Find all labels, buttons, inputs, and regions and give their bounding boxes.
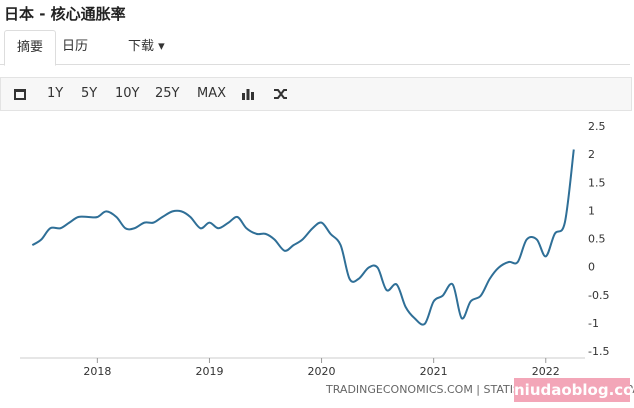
y-tick-label: -0.5 [588,289,609,302]
range-button[interactable]: 10Y [115,86,140,101]
data-line [31,149,575,326]
tab-bar: 摘要 日历 下载 ▾ [0,30,630,66]
y-tick-label: 2.5 [588,120,606,133]
x-tick-label: 2018 [83,365,111,378]
range-button[interactable]: 5Y [81,86,98,101]
page-title: 日本 - 核心通胀率 [4,5,126,23]
tab[interactable]: 下载 ▾ [128,39,165,54]
y-tick-label: 0 [588,261,595,274]
x-tick-label: 2019 [195,365,223,378]
watermark: niudaoblog.com [514,378,634,402]
x-tick-label: 2021 [420,365,448,378]
y-tick-label: 1 [588,204,595,217]
y-tick-label: 1.5 [588,176,606,189]
range-button[interactable]: 1Y [47,86,64,101]
calendar-icon[interactable] [13,87,27,101]
y-tick-label: 2 [588,148,595,161]
y-tick-label: -1.5 [588,345,609,358]
range-button[interactable]: MAX [197,86,227,101]
x-tick-label: 2020 [308,365,336,378]
chart: 2.5 2 1.5 1 0.5 0 -0.5 -1 -1.5 2018 2019 2020 2021 20… [20,120,609,378]
toolbar: 1Y 5Y 10Y 25Y MAX [0,77,632,111]
bar-chart-icon[interactable] [241,87,255,101]
shuffle-icon[interactable] [273,87,289,101]
tab[interactable]: 日历 [62,39,89,54]
y-tick-label: -1 [588,317,599,330]
y-tick-label: 0.5 [588,233,606,246]
tab[interactable]: 摘要 [4,30,57,66]
tab-label: 下载 [128,39,155,54]
x-tick-label: 2022 [532,365,560,378]
range-button[interactable]: 25Y [155,86,180,101]
